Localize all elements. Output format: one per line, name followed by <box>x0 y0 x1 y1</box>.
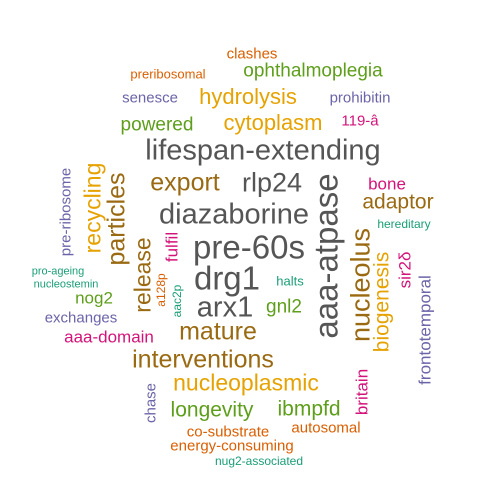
word-gnl2: gnl2 <box>266 296 302 318</box>
word-pre-60s: pre-60s <box>193 228 305 266</box>
word-diazaborine: diazaborine <box>159 198 309 231</box>
word-drg1: drg1 <box>193 259 261 297</box>
word-export: export <box>150 168 220 197</box>
word-mature: mature <box>179 317 257 346</box>
word-pre-ribosome: pre-ribosome <box>57 167 75 257</box>
word-pro-ageing: pro-ageing <box>31 265 85 278</box>
word-rlp24: rlp24 <box>241 167 303 198</box>
word-release: release <box>129 237 156 313</box>
word-hydrolysis: hydrolysis <box>199 84 297 109</box>
word-senesce: senesce <box>122 89 178 107</box>
word-co-substrate: co-substrate <box>186 423 270 441</box>
word-ophthalmoplegia: ophthalmoplegia <box>243 60 383 82</box>
word-frontotemporal: frontotemporal <box>415 275 435 385</box>
word-sir2d: sir2δ <box>395 251 415 289</box>
word-119-a: 119-â <box>341 112 379 130</box>
word-chase: chase <box>142 382 160 424</box>
word-preribosomal: preribosomal <box>130 66 206 82</box>
word-aaa-atpase: aaa-atpase <box>307 173 345 339</box>
word-fulfil: fulfil <box>162 231 182 263</box>
word-longevity: longevity <box>170 398 254 422</box>
word-lifespan-extending: lifespan-extending <box>145 134 381 167</box>
word-aac2p: aac2p <box>170 284 184 318</box>
word-britain: britain <box>352 368 372 416</box>
word-prohibitin: prohibitin <box>329 89 391 107</box>
word-exchanges: exchanges <box>44 309 118 327</box>
word-aaa-domain: aaa-domain <box>64 327 154 347</box>
word-a128p: a128p <box>154 273 168 307</box>
word-hereditary: hereditary <box>377 217 431 231</box>
word-biogenesis: biogenesis <box>370 251 394 353</box>
word-recycling: recycling <box>79 162 106 254</box>
word-bone: bone <box>368 174 406 194</box>
word-nucleoplasmic: nucleoplasmic <box>173 369 319 396</box>
word-nog2: nog2 <box>75 288 113 308</box>
word-cytoplasm: cytoplasm <box>223 110 323 135</box>
word-nug2-associated: nug2-associated <box>214 454 304 468</box>
word-energy-consuming: energy-consuming <box>170 437 294 455</box>
word-powered: powered <box>120 114 194 136</box>
word-interventions: interventions <box>132 345 274 374</box>
word-particles: particles <box>102 172 131 266</box>
word-nucleostemin: nucleostemin <box>33 278 99 291</box>
word-autosomal: autosomal <box>291 419 361 437</box>
word-adaptor: adaptor <box>362 190 434 214</box>
word-clashes: clashes <box>226 45 278 63</box>
word-ibmpfd: ibmpfd <box>277 397 341 421</box>
word-arx1: arx1 <box>196 291 254 324</box>
word-halts: halts <box>276 273 304 289</box>
